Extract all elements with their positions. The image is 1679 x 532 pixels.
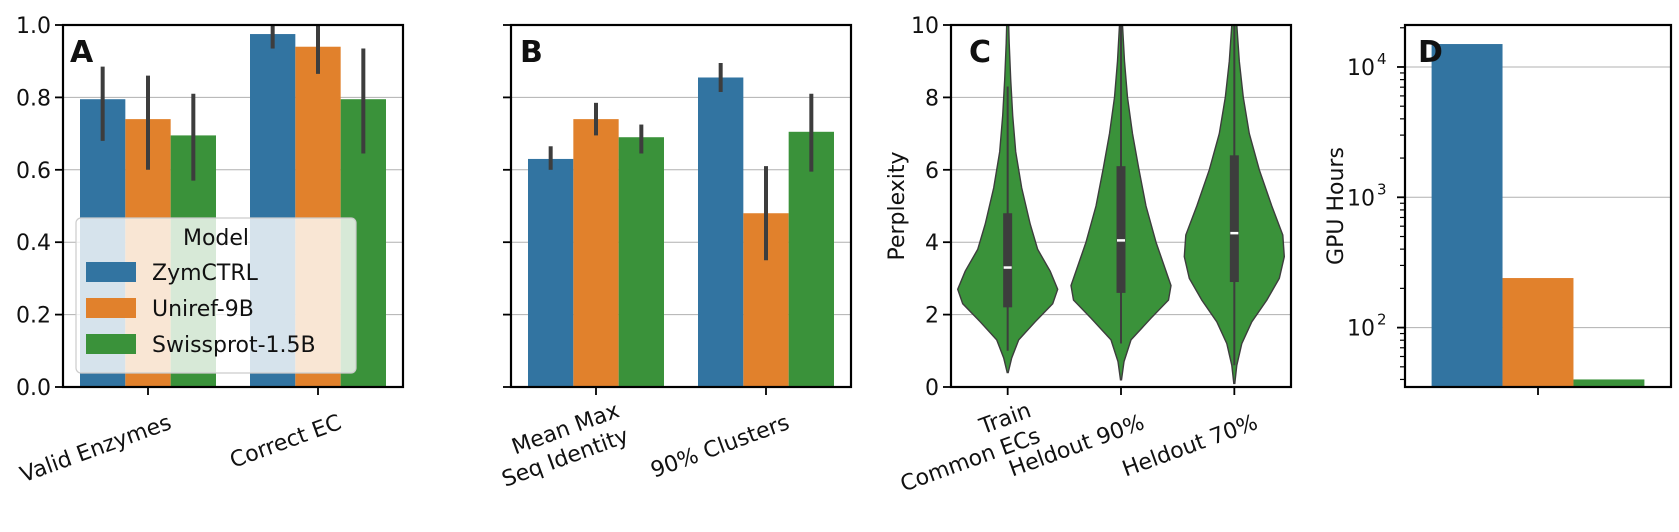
panel-a-frame [61,23,405,389]
legend-box [75,217,357,374]
x-tick-label-line: Valid Enzymes [17,410,175,488]
violin-iqr-box [1116,166,1126,293]
y-tick-label: 0.4 [16,231,51,256]
x-tick-label-line: 90% Clusters [648,410,793,483]
x-tick-label: Correct EC [227,410,345,473]
x-tick-label: 90% Clusters [648,410,793,483]
panel-a-label: A [70,35,94,70]
y-tick-label: 0.2 [16,304,51,329]
y-tick-exponent: 2 [1377,311,1387,329]
panel-b-x-ticks: Mean MaxSeq Identity 90% Clusters [490,387,793,493]
bar-swissprot-1-5b [618,137,664,387]
panel-d-bars [1431,44,1645,388]
y-tick-label: 8 [925,86,939,111]
bar-uniref-9b [573,119,619,388]
legend-entry: ZymCTRL [152,261,259,286]
panel-a-x-ticks: Valid Enzymes Correct EC [17,387,345,488]
y-tick-label: 0.6 [16,159,51,184]
y-tick-exponent: 3 [1377,180,1387,198]
y-tick-label: 10 [1347,186,1375,211]
panel-b-frame [509,23,853,389]
y-tick-label: 0.8 [16,86,51,111]
bar-zymctrl [528,158,574,387]
x-tick-label: Mean MaxSeq Identity [490,398,633,492]
y-tick-exponent: 4 [1377,50,1387,68]
legend-swatch [86,298,136,318]
panel-c-y-ticks: 0 2 4 6 8 10 [911,14,951,401]
panel-a-y-ticks: 0.0 0.2 0.4 0.6 0.8 1.0 [16,14,63,401]
violin-iqr-box [1003,213,1013,308]
bar-zymctrl [698,77,744,388]
x-tick-label: Valid Enzymes [17,410,175,488]
y-tick-label: 10 [1347,56,1375,81]
legend-swatch [86,262,136,282]
panel-b: Mean MaxSeq Identity 90% Clusters B [490,23,853,493]
panel-b-bars [528,77,834,388]
panel-a: Model ZymCTRL Uniref-9B Swissprot-1.5B 0.0… [16,14,405,488]
legend-entry: Uniref-9B [152,297,254,322]
legend-swatch [86,334,136,354]
bar-uniref-9b [1502,278,1574,387]
y-tick-label: 0.0 [16,376,51,401]
panel-c-label: C [969,35,991,70]
panel-d-y-axis-label: GPU Hours [1324,147,1349,265]
y-tick-label: 0 [925,376,939,401]
y-tick-label: 10 [911,14,939,39]
panel-b-y-ticks [503,24,511,388]
y-tick-label: 2 [925,304,939,329]
violin-iqr-box [1229,155,1239,283]
y-tick-label: 1.0 [16,14,51,39]
panel-b-errorbars [548,63,814,261]
legend-title: Model [183,226,249,251]
panel-a-legend: Model ZymCTRL Uniref-9B Swissprot-1.5B [75,217,357,374]
legend-entry: Swissprot-1.5B [152,333,316,358]
panel-a-errorbars [100,25,366,181]
y-tick-label: 10 [1347,317,1375,342]
panel-c-y-axis-label: Perplexity [885,151,910,260]
panel-b-label: B [520,35,543,70]
x-tick-label-line: Correct EC [227,410,345,473]
y-tick-label: 6 [925,159,939,184]
panel-c-violins [956,24,1286,385]
panel-d-label: D [1418,35,1443,70]
bar-swissprot-1-5b [788,131,834,387]
x-tick-label: TrainCommon ECs [888,398,1044,497]
bar-swissprot-1-5b [1573,379,1645,387]
bar-zymctrl [1431,44,1503,388]
y-tick-label: 4 [925,231,939,256]
